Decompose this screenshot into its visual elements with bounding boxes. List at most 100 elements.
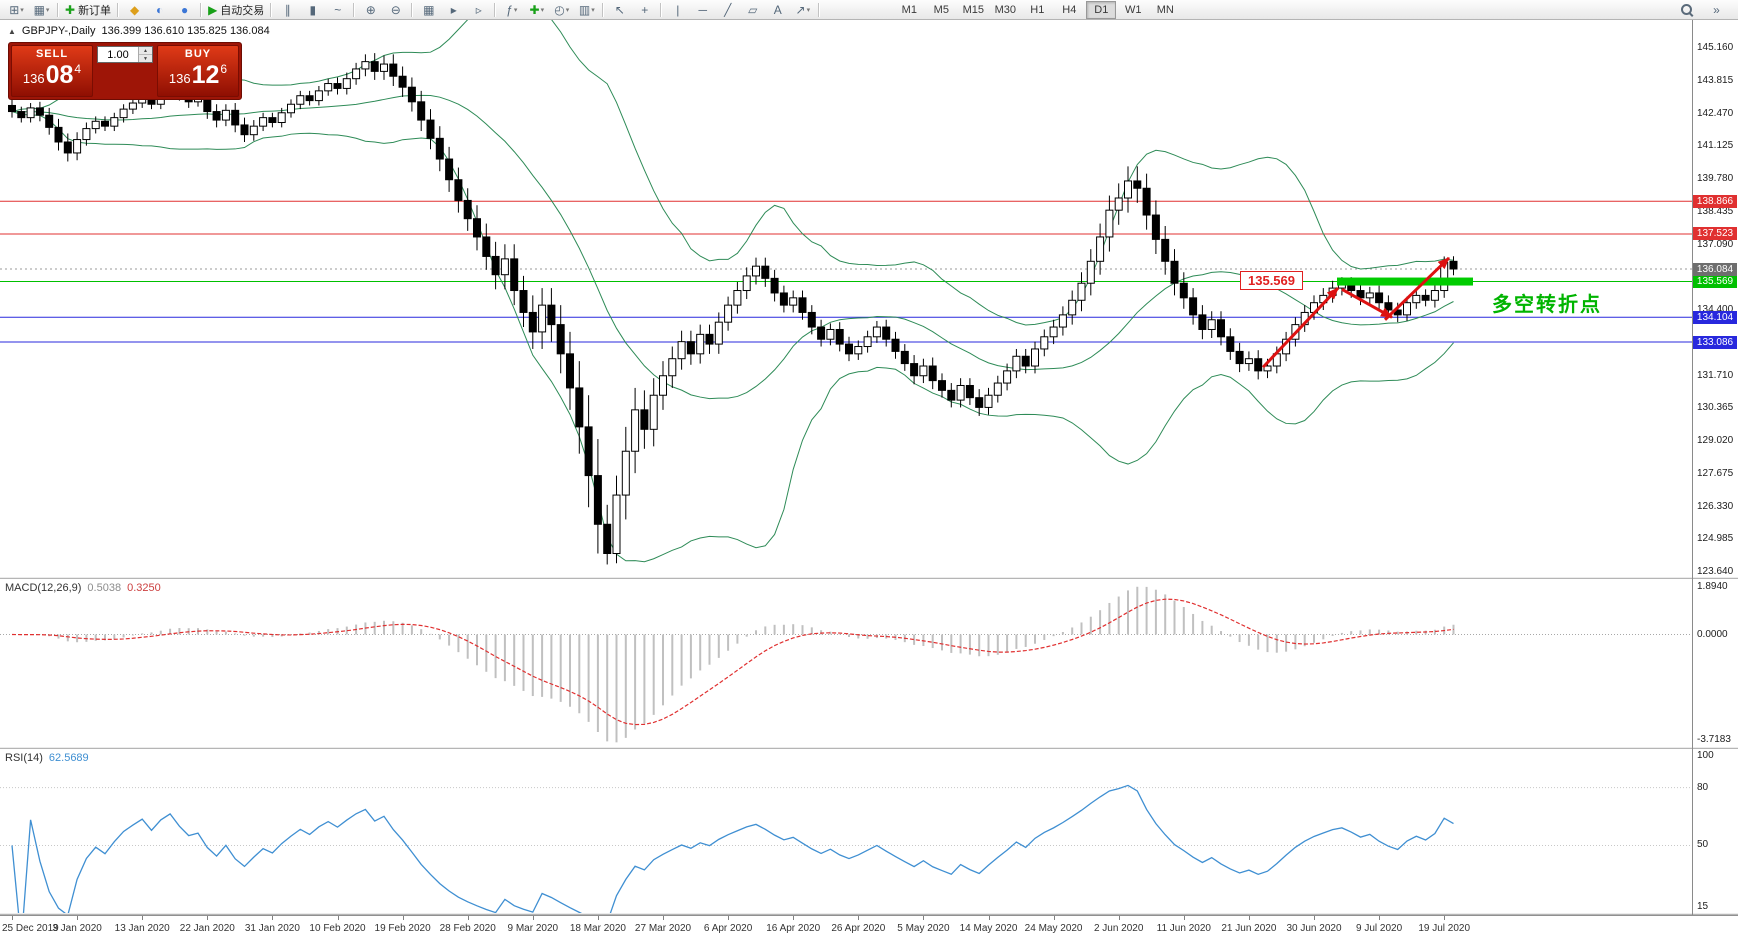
tile-windows-icon[interactable]: ▦: [416, 1, 441, 19]
macd-canvas[interactable]: [0, 579, 1692, 747]
date-tick-label: 27 Mar 2020: [634, 923, 692, 934]
rsi-canvas[interactable]: [0, 749, 1692, 913]
zoom-in-icon[interactable]: ⊕: [358, 1, 383, 19]
date-tick-label: 13 Jan 2020: [114, 923, 170, 934]
candle-body: [91, 120, 100, 130]
candle-body: [1114, 197, 1123, 211]
sell-price-point: 4: [74, 62, 82, 76]
volume-field: ▲ ▼: [97, 46, 153, 63]
price-tick-label: 145.160: [1697, 42, 1734, 53]
date-tick: [1118, 916, 1120, 920]
search-icon[interactable]: [1674, 1, 1699, 19]
date-tick: [77, 916, 79, 920]
candle-body: [649, 394, 658, 430]
new-chart-icon[interactable]: ⊞ ▾: [4, 1, 29, 19]
buy-button[interactable]: BUY 136 12 6: [157, 45, 239, 97]
equidistant-channel-icon[interactable]: ▱: [740, 1, 765, 19]
one-click-collapse-icon[interactable]: ▲: [8, 26, 16, 36]
volume-decrease-button[interactable]: ▼: [139, 55, 152, 62]
candle-body: [268, 117, 277, 124]
candle-body: [1207, 319, 1216, 330]
timeframe-button-m5[interactable]: M5: [933, 3, 949, 16]
horizontal-line-icon[interactable]: ─: [690, 1, 715, 19]
macd-panel[interactable]: MACD(12,26,9) 0.5038 0.3250 1.8940 0.0000…: [0, 579, 1738, 747]
date-tick-label: 9 Jul 2020: [1356, 923, 1403, 934]
caret-down-icon: ▾: [540, 6, 545, 14]
templates-icon[interactable]: ▥ ▾: [574, 1, 599, 19]
candle-body: [510, 258, 519, 292]
trend-arrow-1[interactable]: [1261, 287, 1340, 369]
timeframe-button-m15[interactable]: M15: [962, 3, 984, 16]
price-callout-label[interactable]: 135.569: [1240, 270, 1303, 290]
main-chart-panel[interactable]: ▲ GBPJPY-,Daily 136.399 136.610 135.825 …: [0, 20, 1738, 577]
vertical-line-icon[interactable]: |: [665, 1, 690, 19]
sell-button[interactable]: SELL 136 08 4: [11, 45, 93, 97]
candle-body: [1012, 355, 1021, 372]
caret-down-icon: ▾: [806, 6, 811, 14]
candlestick-chart-icon[interactable]: ▮: [300, 1, 325, 19]
caret-down-icon: ▾: [513, 6, 518, 14]
periods-icon[interactable]: ◴ ▾: [549, 1, 574, 19]
profiles-icon[interactable]: ▦ ▾: [29, 1, 54, 19]
zoom-out-icon[interactable]: ⊖: [383, 1, 408, 19]
cursor-icon[interactable]: ↖: [607, 1, 632, 19]
toolbar-overflow-icon[interactable]: »: [1713, 2, 1720, 17]
trend-arrow-2[interactable]: [1341, 287, 1393, 319]
timeframe-button-m1[interactable]: M1: [901, 3, 917, 16]
panel-splitter[interactable]: [0, 913, 1738, 915]
bar-chart-icon-glyph: ∥: [284, 2, 291, 17]
timeframe-button-m30[interactable]: M30: [994, 3, 1016, 16]
zoom-out-icon-glyph: ⊖: [390, 2, 401, 17]
main-chart-canvas[interactable]: [0, 20, 1692, 577]
macd-name: MACD(12,26,9): [5, 582, 82, 594]
add-indicator-icon[interactable]: ✚ ▾: [524, 1, 549, 19]
toolbar-separator: [494, 2, 497, 17]
candle-body: [1003, 370, 1012, 384]
rsi-panel[interactable]: RSI(14) 62.5689 100 80 50 15: [0, 749, 1738, 913]
crosshair-icon[interactable]: +: [632, 1, 657, 19]
timeframe-button-h1[interactable]: H1: [1030, 3, 1045, 16]
crosshair-icon-glyph: +: [641, 2, 649, 17]
timeframe-button-d1[interactable]: D1: [1086, 0, 1117, 19]
candle-body: [417, 101, 426, 121]
new-order-button[interactable]: ✚ 新订单: [62, 1, 114, 19]
community-icon[interactable]: ◐: [147, 1, 172, 19]
trendline-icon[interactable]: ╱: [715, 1, 740, 19]
candle-body: [305, 95, 314, 102]
bar-chart-icon[interactable]: ∥: [275, 1, 300, 19]
candle-body: [249, 125, 258, 136]
panel-splitter[interactable]: [0, 747, 1738, 749]
candle-body: [779, 292, 788, 306]
line-chart-icon[interactable]: ~: [325, 1, 350, 19]
trend-arrow-3[interactable]: [1383, 256, 1451, 321]
buy-price: 136 12 6: [169, 63, 227, 88]
timeframe-button-w1[interactable]: W1: [1125, 3, 1142, 16]
auto-scroll-icon[interactable]: ▸: [441, 1, 466, 19]
arrow-objects-icon[interactable]: ↗ ▾: [790, 1, 815, 19]
candle-body: [1124, 180, 1132, 199]
text-label-icon[interactable]: A: [765, 1, 790, 19]
chart-ohlc-values: 136.399 136.610 135.825 136.084: [101, 25, 270, 37]
turning-point-bar[interactable]: [1337, 277, 1473, 286]
candle-body: [603, 523, 612, 555]
timeframe-button-mn[interactable]: MN: [1156, 3, 1174, 16]
volume-increase-button[interactable]: ▲: [139, 47, 152, 55]
timeframe-button-h4[interactable]: H4: [1062, 3, 1077, 16]
indicators-icon[interactable]: ƒ ▾: [499, 1, 524, 19]
date-axis[interactable]: 25 Dec 2019 3 Jan 2020 13 Jan 2020 22 Jan 2…: [0, 915, 1738, 947]
chart-note-text[interactable]: 多空转折点: [1492, 294, 1602, 317]
autotrading-button[interactable]: ▶ 自动交易: [205, 1, 267, 19]
account-icon[interactable]: ●: [172, 1, 197, 19]
sell-price: 136 08 4: [23, 63, 81, 88]
price-tick-label: 142.470: [1697, 107, 1734, 119]
chart-shift-icon[interactable]: ▹: [466, 1, 491, 19]
candle-body: [705, 333, 714, 345]
candle-body: [17, 111, 26, 119]
date-tick: [1053, 916, 1055, 920]
date-tick: [1248, 916, 1250, 920]
macd-indicator-label: MACD(12,26,9) 0.5038 0.3250: [5, 582, 161, 594]
metaquotes-icon[interactable]: ◆: [122, 1, 147, 19]
panel-splitter[interactable]: [0, 577, 1738, 579]
volume-input[interactable]: [98, 47, 138, 62]
bollinger-lower-band: [11, 111, 1454, 563]
